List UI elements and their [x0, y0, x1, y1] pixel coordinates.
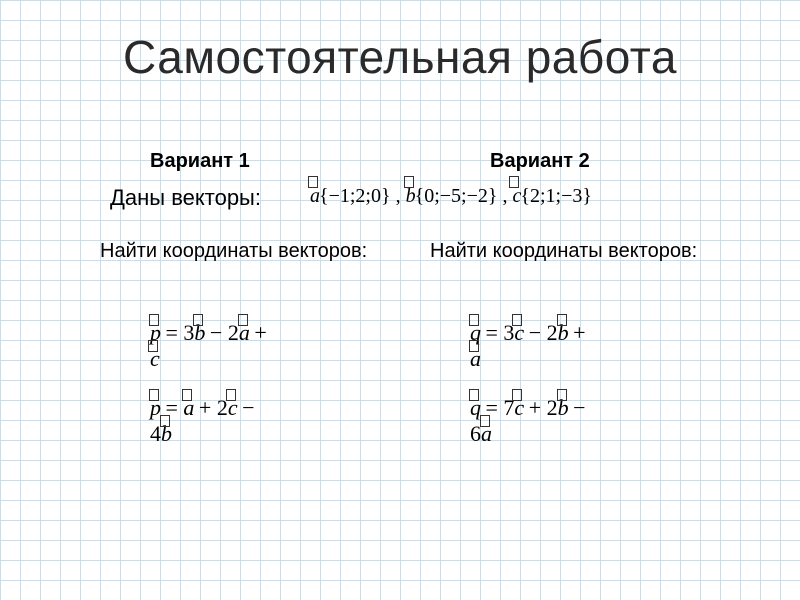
- variant2-header: Вариант 2: [490, 150, 590, 173]
- variant1-header: Вариант 1: [150, 150, 250, 173]
- page-title: Самостоятельная работа: [0, 30, 800, 84]
- variant1-find-label: Найти координаты векторов:: [100, 240, 367, 263]
- vec-b-def: b{0;−5;−2}: [406, 185, 498, 207]
- vec-a-def: a{−1;2;0}: [310, 185, 391, 207]
- variant2-formula-2: q = 7c + 2b − 6a: [470, 395, 612, 447]
- vectors-definition: a{−1;2;0} , b{0;−5;−2} , c{2;1;−3}: [310, 185, 592, 208]
- variant2-formula-1: q = 3c − 2b + a: [470, 320, 601, 372]
- given-label: Даны векторы:: [110, 185, 261, 211]
- slide-content: Самостоятельная работа Вариант 1 Вариант…: [0, 0, 800, 600]
- variant2-find-label: Найти координаты векторов:: [430, 240, 697, 263]
- variant1-formula-1: p = 3b − 2a + c: [150, 320, 281, 372]
- variant1-formula-2: p = a + 2c − 4b: [150, 395, 281, 447]
- vec-c-def: c{2;1;−3}: [512, 185, 591, 207]
